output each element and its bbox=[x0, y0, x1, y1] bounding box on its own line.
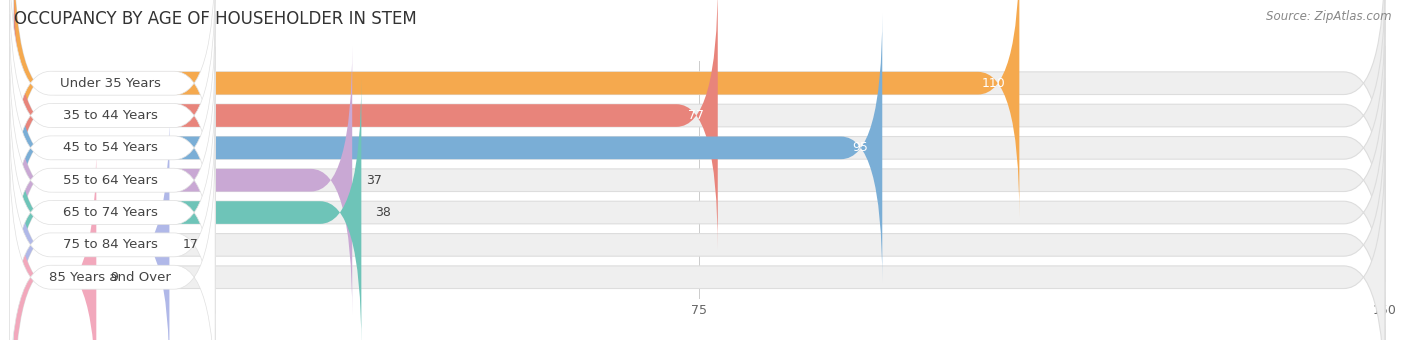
Text: 45 to 54 Years: 45 to 54 Years bbox=[63, 141, 157, 154]
FancyBboxPatch shape bbox=[14, 111, 170, 340]
Text: 55 to 64 Years: 55 to 64 Years bbox=[63, 174, 157, 187]
Text: 85 Years and Over: 85 Years and Over bbox=[49, 271, 172, 284]
Text: 65 to 74 Years: 65 to 74 Years bbox=[63, 206, 157, 219]
Text: 37: 37 bbox=[366, 174, 382, 187]
FancyBboxPatch shape bbox=[10, 0, 215, 217]
Text: 110: 110 bbox=[981, 77, 1005, 90]
Text: OCCUPANCY BY AGE OF HOUSEHOLDER IN STEM: OCCUPANCY BY AGE OF HOUSEHOLDER IN STEM bbox=[14, 10, 416, 28]
FancyBboxPatch shape bbox=[14, 111, 1385, 340]
Text: 38: 38 bbox=[375, 206, 391, 219]
FancyBboxPatch shape bbox=[14, 78, 1385, 340]
Text: Source: ZipAtlas.com: Source: ZipAtlas.com bbox=[1267, 10, 1392, 23]
FancyBboxPatch shape bbox=[14, 14, 883, 282]
FancyBboxPatch shape bbox=[14, 0, 1385, 217]
FancyBboxPatch shape bbox=[14, 46, 1385, 314]
FancyBboxPatch shape bbox=[10, 79, 215, 340]
FancyBboxPatch shape bbox=[10, 111, 215, 340]
FancyBboxPatch shape bbox=[14, 0, 1385, 250]
FancyBboxPatch shape bbox=[10, 47, 215, 314]
Text: 9: 9 bbox=[110, 271, 118, 284]
FancyBboxPatch shape bbox=[14, 143, 96, 340]
Text: Under 35 Years: Under 35 Years bbox=[59, 77, 160, 90]
Text: 17: 17 bbox=[183, 238, 200, 251]
Text: 77: 77 bbox=[688, 109, 704, 122]
FancyBboxPatch shape bbox=[14, 78, 361, 340]
FancyBboxPatch shape bbox=[14, 0, 718, 250]
FancyBboxPatch shape bbox=[14, 46, 353, 314]
FancyBboxPatch shape bbox=[10, 14, 215, 282]
FancyBboxPatch shape bbox=[14, 143, 1385, 340]
FancyBboxPatch shape bbox=[10, 144, 215, 340]
FancyBboxPatch shape bbox=[14, 14, 1385, 282]
FancyBboxPatch shape bbox=[14, 0, 1019, 217]
FancyBboxPatch shape bbox=[10, 0, 215, 249]
Text: 95: 95 bbox=[852, 141, 869, 154]
Text: 35 to 44 Years: 35 to 44 Years bbox=[63, 109, 157, 122]
Text: 75 to 84 Years: 75 to 84 Years bbox=[63, 238, 157, 251]
